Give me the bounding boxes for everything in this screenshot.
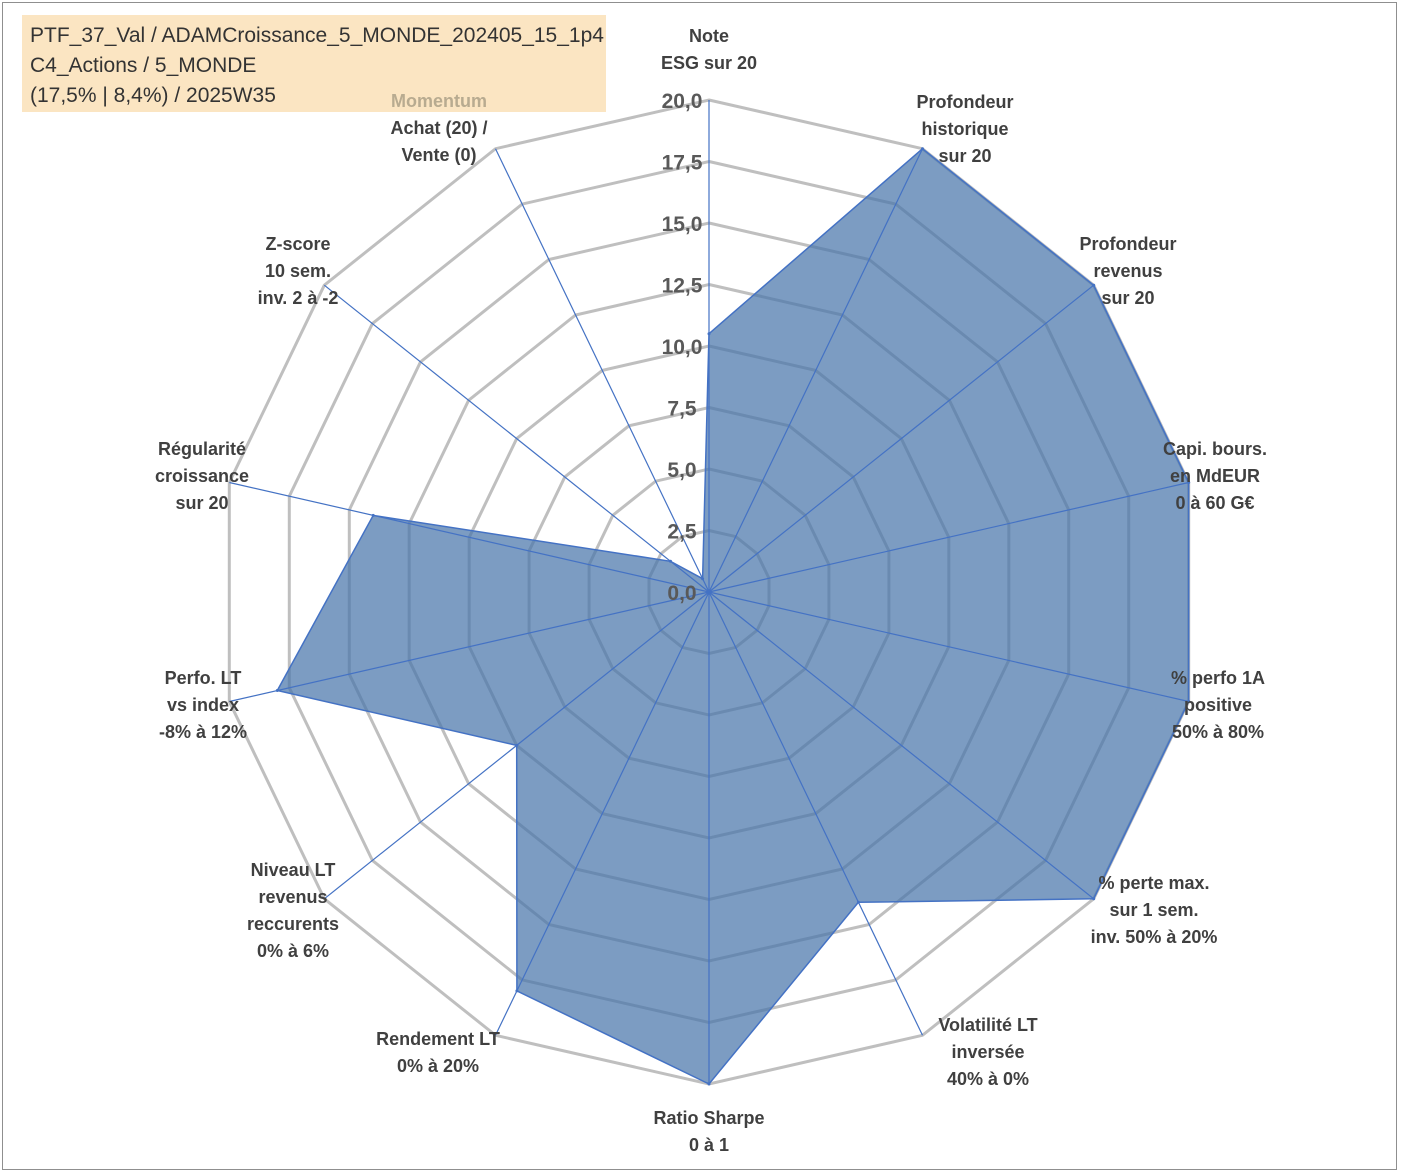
- axis-spoke: [494, 591, 710, 1036]
- data-point: [921, 147, 924, 151]
- axis-label-line: 0% à 6%: [257, 941, 329, 961]
- portfolio-name: PTF_37_Val / ADAMCroissance_5_MONDE_2024…: [30, 24, 604, 47]
- axis-label-line: sur 20: [938, 146, 991, 166]
- axis-label-line: Achat (20) /: [390, 118, 487, 138]
- axis-label-line: Note: [689, 26, 729, 46]
- axis-label-line: sur 20: [175, 493, 228, 513]
- scale-tick-label: 20,0: [662, 90, 703, 113]
- scale-tick-label: 12,5: [662, 275, 703, 298]
- axis-spoke: [708, 591, 1189, 703]
- data-point: [515, 989, 519, 993]
- axis-label-line: Profondeur: [1080, 234, 1177, 254]
- data-point: [707, 1082, 711, 1086]
- data-point: [275, 689, 279, 692]
- axis-label-line: Rendement LT: [376, 1029, 500, 1049]
- data-point: [1092, 283, 1096, 287]
- axis-label-line: inversée: [951, 1042, 1024, 1062]
- axis-label: Perfo. LT vs index -8% à 12%: [159, 668, 247, 742]
- axis-label-line: inv. 50% à 20%: [1091, 927, 1218, 947]
- axis-label-line: Capi. bours.: [1163, 439, 1267, 459]
- data-point: [707, 332, 711, 336]
- axis-label-highlight-line: Momentum: [391, 91, 487, 111]
- scale-tick-label: 17,5: [662, 152, 703, 175]
- axis-label-line: reccurents: [247, 914, 339, 934]
- axis-label-line: sur 20: [1101, 288, 1154, 308]
- axis-label-line: Profondeur: [917, 92, 1014, 112]
- axis-label: Ratio Sharpe 0 à 1: [653, 1108, 764, 1155]
- axis-spoke: [229, 591, 710, 703]
- axis-label-line: vs index: [167, 695, 239, 715]
- period-stats: (17,5% | 8,4%) / 2025W35: [30, 84, 276, 107]
- axis-label-line: inv. 2 à -2: [258, 288, 339, 308]
- axis-label: Note ESG sur 20: [661, 26, 757, 73]
- axis-label: Volatilité LT inversée 40% à 0%: [938, 1015, 1037, 1089]
- axis-label: Régularité croissance sur 20: [155, 439, 249, 513]
- axis-spoke: [494, 148, 710, 593]
- axis-label-line: 0% à 20%: [397, 1056, 479, 1076]
- axis-label-line: Ratio Sharpe: [653, 1108, 764, 1128]
- axis-label-line: positive: [1184, 695, 1252, 715]
- axis-label-line: Niveau LT: [251, 860, 336, 880]
- axis-label-line: 40% à 0%: [947, 1069, 1029, 1089]
- scale-tick-label: 15,0: [662, 213, 703, 236]
- data-point: [1187, 481, 1191, 484]
- axis-spoke: [708, 481, 1189, 593]
- data-point: [669, 559, 672, 563]
- data-point: [515, 743, 519, 747]
- axis-label-line: croissance: [155, 466, 249, 486]
- axis-label-line: en MdEUR: [1170, 466, 1260, 486]
- scale-tick-label: 0,0: [667, 582, 696, 605]
- data-point: [856, 900, 860, 904]
- scale-tick-label: 5,0: [667, 459, 696, 482]
- axis-label-line: 0 à 1: [689, 1135, 729, 1155]
- axis-label: % perfo 1A positive 50% à 80%: [1171, 668, 1265, 742]
- axis-label-line: % perfo 1A: [1171, 668, 1265, 688]
- axis-label: Z-score 10 sem. inv. 2 à -2: [258, 234, 339, 308]
- scale-tick-label: 2,5: [667, 521, 697, 544]
- axis-label: % perte max. sur 1 sem. inv. 50% à 20%: [1091, 873, 1218, 947]
- axis-label: Rendement LT 0% à 20%: [376, 1029, 500, 1076]
- axis-spoke: [708, 148, 924, 593]
- asset-class: C4_Actions / 5_MONDE: [30, 54, 257, 77]
- portfolio-info-box: PTF_37_Val / ADAMCroissance_5_MONDE_2024…: [22, 15, 606, 112]
- axis-label: Profondeur revenus sur 20: [1080, 234, 1177, 308]
- axis-label-line: -8% à 12%: [159, 722, 247, 742]
- scale-tick-label: 10,0: [662, 336, 703, 359]
- axis-label: Profondeur historique sur 20: [917, 92, 1014, 166]
- data-point: [1187, 700, 1191, 703]
- axis-label-line: Volatilité LT: [938, 1015, 1037, 1035]
- axis-label-line: revenus: [1093, 261, 1162, 281]
- data-point: [371, 513, 375, 517]
- axis-label: Momentum Achat (20) / Vente (0): [390, 91, 487, 165]
- data-point: [701, 577, 705, 581]
- axis-label-line: 10 sem.: [265, 261, 331, 281]
- axis-label-line: 50% à 80%: [1172, 722, 1264, 742]
- axis-label-line: revenus: [258, 887, 327, 907]
- axis-label: Niveau LT revenus reccurents 0% à 6%: [247, 860, 339, 961]
- axis-label-line: 0 à 60 G€: [1175, 493, 1254, 513]
- axis-spoke: [708, 591, 1095, 900]
- axis-label-line: Z-score: [265, 234, 330, 254]
- axis-label-line: Perfo. LT: [165, 668, 242, 688]
- axis-spoke: [229, 481, 710, 593]
- axis-label-line: % perte max.: [1098, 873, 1209, 893]
- axis-spoke: [708, 591, 924, 1036]
- axis-label-line: Régularité: [158, 439, 246, 459]
- axis-label: Capi. bours. en MdEUR 0 à 60 G€: [1163, 439, 1267, 513]
- axis-spoke: [708, 284, 1095, 593]
- axis-spoke: [323, 284, 710, 593]
- scale-tick-label: 7,5: [667, 398, 697, 421]
- axis-label-line: Vente (0): [401, 145, 476, 165]
- axis-label-line: sur 1 sem.: [1109, 900, 1198, 920]
- axis-label-line: historique: [921, 119, 1008, 139]
- axis-label-line: ESG sur 20: [661, 53, 757, 73]
- data-point: [1092, 897, 1096, 901]
